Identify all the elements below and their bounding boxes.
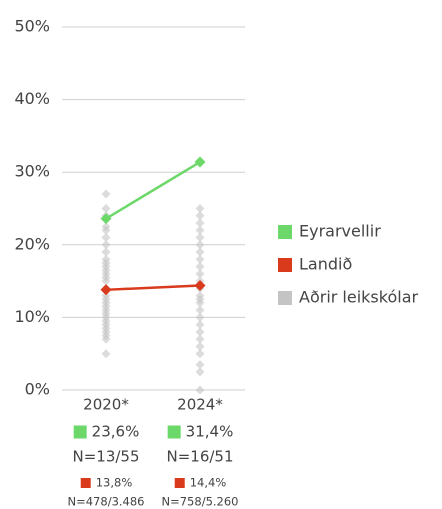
scatter-point <box>195 312 205 322</box>
y-tick-label: 40% <box>14 89 50 108</box>
scatter-point <box>195 204 205 213</box>
legend-label: Aðrir leikskólar <box>299 288 418 307</box>
n-label: N=478/3.486 <box>68 495 145 509</box>
value-label: 13,8% <box>96 476 133 490</box>
x-tick-label: 2020* <box>83 396 129 414</box>
legend-label: Landið <box>299 255 352 274</box>
scatter-point <box>195 334 205 344</box>
scatter-point <box>101 349 111 359</box>
scatter-point <box>195 254 205 264</box>
value-label-swatch <box>80 478 91 488</box>
value-label: 23,6% <box>92 423 140 441</box>
scatter-point <box>195 305 205 315</box>
scatter-point <box>195 233 205 243</box>
scatter-point <box>101 204 111 213</box>
scatter-point <box>195 291 205 301</box>
value-label-swatch <box>174 478 185 488</box>
n-label: N=13/55 <box>72 448 139 466</box>
scatter-point <box>101 247 111 257</box>
value-label: 14,4% <box>190 476 227 490</box>
n-label: N=16/51 <box>166 448 233 466</box>
scatter-point <box>101 222 111 232</box>
scatter-point <box>195 240 205 250</box>
x-tick-label: 2024* <box>177 396 223 414</box>
scatter-point <box>195 320 205 330</box>
scatter-point <box>195 349 205 359</box>
scatter-point <box>101 233 111 243</box>
line-marker <box>100 284 112 296</box>
line-marker <box>194 279 206 291</box>
n-label: N=758/5.260 <box>162 495 239 509</box>
scatter-point <box>195 360 205 370</box>
scatter-point <box>195 327 205 337</box>
legend-swatch <box>278 225 292 239</box>
y-tick-label: 0% <box>25 380 50 399</box>
scatter-point <box>195 225 205 235</box>
legend-label: Eyrarvellir <box>299 222 381 241</box>
scatter-point <box>195 218 205 228</box>
scatter-point <box>101 240 111 250</box>
value-label-swatch <box>73 425 87 439</box>
series-line <box>105 160 201 220</box>
scatter-point <box>195 211 205 221</box>
line-marker <box>194 156 206 168</box>
y-tick-label: 30% <box>14 162 50 181</box>
scatter-point <box>101 291 111 301</box>
scatter-point <box>195 385 205 395</box>
y-tick-label: 20% <box>14 234 50 253</box>
legend-swatch <box>278 258 292 272</box>
scatter-point <box>195 247 205 257</box>
scatter-point <box>101 189 111 199</box>
value-label: 31,4% <box>186 423 234 441</box>
scatter-point <box>195 269 205 279</box>
legend-swatch <box>278 291 292 305</box>
scatter-point <box>195 367 205 377</box>
y-tick-label: 10% <box>14 307 50 326</box>
line-marker <box>100 213 112 225</box>
scatter-point <box>195 262 205 272</box>
scatter-point <box>195 341 205 351</box>
y-tick-label: 50% <box>14 17 50 36</box>
value-label-swatch <box>167 425 181 439</box>
series-line <box>105 284 201 292</box>
scatter-point <box>101 254 111 264</box>
